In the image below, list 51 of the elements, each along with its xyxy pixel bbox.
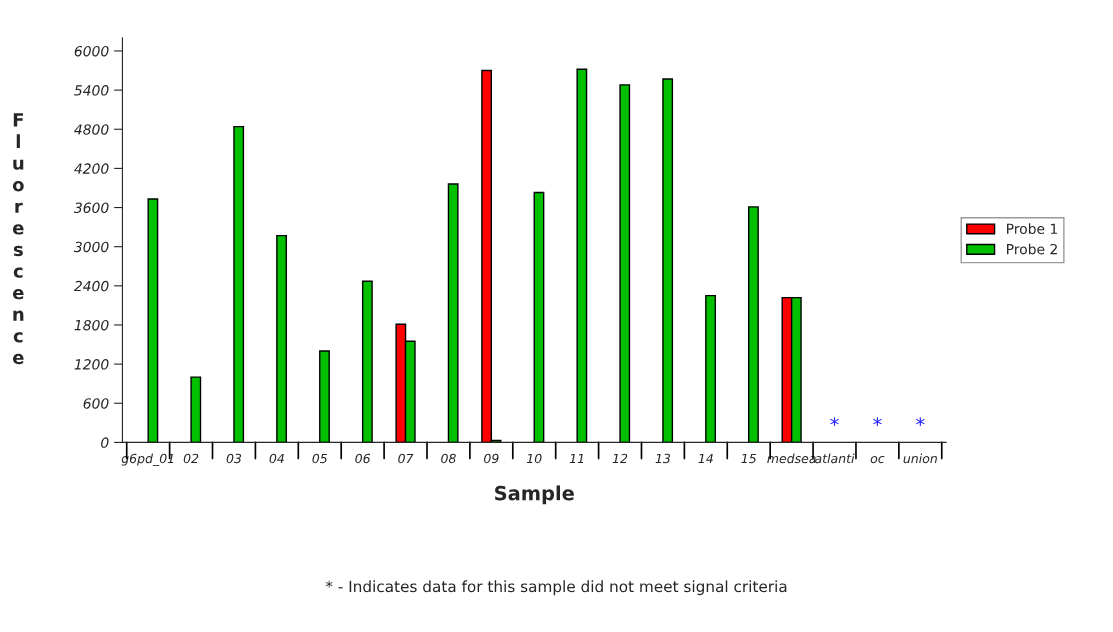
annotation: *: [873, 417, 882, 427]
x-tick-label: 11: [569, 453, 584, 464]
x-tick-label: 09: [484, 453, 499, 464]
y-tick-label: 4200: [74, 163, 109, 174]
x-tick-label: 07: [398, 453, 414, 464]
annotation: *: [830, 417, 839, 427]
legend-label: Probe 1: [1007, 223, 1058, 234]
y-tick-label: 600: [83, 398, 109, 409]
bar: [705, 294, 716, 443]
text: * - Indicates data for this sample did not meet signal criteria: [325, 580, 787, 596]
text: Fluorescence: [12, 113, 24, 365]
bar: [190, 376, 202, 443]
y-tick-label: 1200: [74, 359, 109, 370]
x-tick-label: g6pd_01: [121, 453, 174, 466]
y-tick-label: 1800: [74, 319, 109, 331]
x-tick-label: atlanti: [815, 453, 855, 464]
x-tick-label: 13: [655, 453, 671, 464]
x-tick-label: 12: [612, 453, 628, 464]
bar: [576, 68, 588, 443]
x-tick-label: 06: [355, 453, 371, 464]
x-tick-label: 04: [269, 453, 284, 464]
x-tick-label: 03: [226, 453, 242, 464]
bar: [447, 183, 459, 443]
x-tick-label: 08: [441, 453, 456, 464]
x-tick-label: 02: [183, 453, 199, 464]
y-tick-label: 2400: [73, 280, 109, 292]
legend-label: Probe 2: [1007, 243, 1057, 255]
x-axis-title: Sample: [495, 485, 574, 505]
bar: [233, 125, 245, 443]
y-tick-label: 3600: [73, 202, 109, 214]
bar: [748, 206, 759, 443]
annotation: *: [916, 417, 925, 427]
bar: [361, 280, 373, 443]
x-tick-label: union: [903, 453, 937, 464]
x-tick-label: 14: [698, 453, 713, 464]
x-tick-label: 10: [526, 453, 542, 464]
bar: [276, 234, 287, 443]
y-tick-label: 0: [101, 437, 109, 448]
y-tick-label: 3000: [73, 241, 109, 253]
y-tick-label: 4800: [74, 124, 109, 135]
x-tick-label: 15: [741, 453, 756, 464]
x-tick-label: oc: [870, 456, 885, 464]
x-tick-label: 05: [312, 453, 328, 464]
y-tick-label: 6000: [74, 45, 109, 57]
bar: [619, 84, 631, 443]
bar: [147, 198, 159, 443]
bar: [319, 350, 330, 443]
x-tick-label: medsea: [767, 453, 816, 464]
bar: [533, 191, 545, 443]
y-tick-label: 5400: [74, 85, 109, 96]
bar: [662, 78, 674, 443]
